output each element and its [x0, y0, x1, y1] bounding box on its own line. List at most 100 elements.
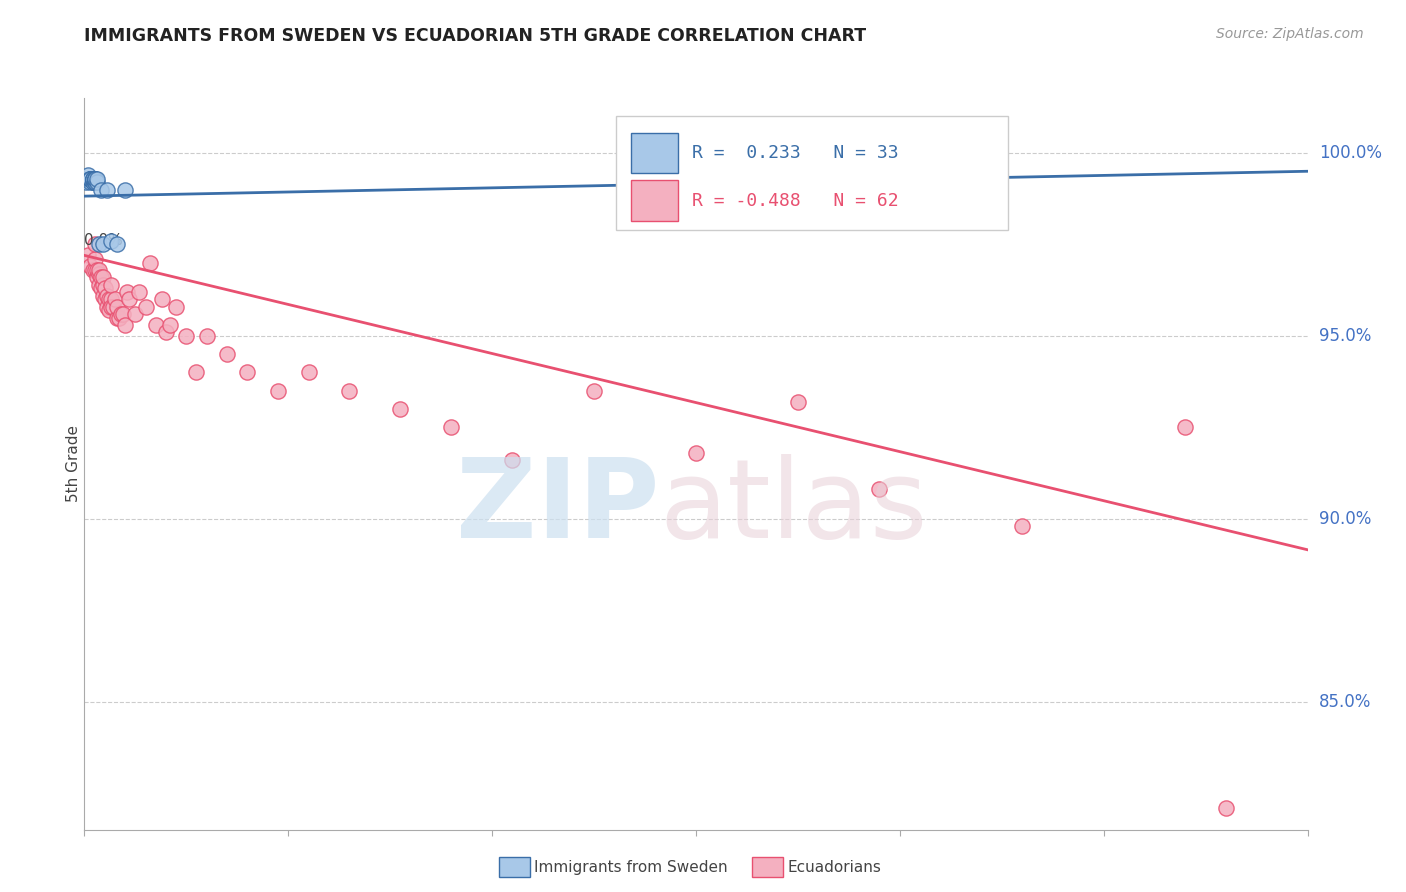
Text: Source: ZipAtlas.com: Source: ZipAtlas.com — [1216, 27, 1364, 41]
Point — [1215, 800, 1237, 814]
Point — [236, 365, 259, 379]
Point — [79, 171, 101, 186]
Point — [105, 237, 128, 252]
Point — [83, 237, 105, 252]
Point — [96, 300, 118, 314]
Point — [91, 237, 114, 252]
Point — [87, 237, 110, 252]
Point — [93, 281, 115, 295]
Point — [105, 300, 128, 314]
Point — [195, 328, 218, 343]
Point — [91, 277, 114, 292]
Point — [82, 171, 104, 186]
Point — [79, 171, 101, 186]
Text: R =  0.233   N = 33: R = 0.233 N = 33 — [692, 144, 898, 162]
Point — [869, 483, 891, 497]
Point — [82, 175, 104, 189]
Text: IMMIGRANTS FROM SWEDEN VS ECUADORIAN 5TH GRADE CORRELATION CHART: IMMIGRANTS FROM SWEDEN VS ECUADORIAN 5TH… — [84, 27, 866, 45]
Point — [150, 292, 173, 306]
Bar — [631, 180, 678, 220]
Point — [86, 171, 108, 186]
Point — [114, 318, 136, 332]
Point — [91, 288, 114, 302]
Point — [135, 300, 157, 314]
Point — [217, 347, 239, 361]
Point — [82, 175, 104, 189]
Text: 100.0%: 100.0% — [1319, 144, 1382, 162]
Point — [186, 365, 208, 379]
Point — [104, 292, 127, 306]
Point — [86, 270, 108, 285]
Point — [83, 252, 105, 266]
Point — [77, 248, 100, 262]
Point — [115, 285, 138, 299]
Text: Immigrants from Sweden: Immigrants from Sweden — [534, 860, 728, 874]
Point — [93, 292, 115, 306]
Text: 90.0%: 90.0% — [1319, 509, 1371, 528]
Point — [124, 307, 146, 321]
Point — [685, 446, 707, 460]
Point — [90, 182, 112, 196]
Point — [82, 171, 104, 186]
Point — [675, 190, 697, 204]
Text: 0.0%: 0.0% — [84, 234, 124, 249]
Text: R = -0.488   N = 62: R = -0.488 N = 62 — [692, 192, 898, 210]
Point — [108, 310, 131, 325]
Point — [100, 234, 122, 248]
Text: Ecuadorians: Ecuadorians — [787, 860, 882, 874]
Point — [79, 260, 101, 274]
Bar — [631, 133, 678, 173]
Point — [83, 171, 105, 186]
Text: atlas: atlas — [659, 454, 928, 561]
Point — [101, 300, 124, 314]
Point — [90, 270, 112, 285]
Point — [138, 255, 160, 269]
Point — [128, 285, 150, 299]
Point — [1174, 420, 1197, 434]
Point — [501, 453, 523, 467]
Text: 95.0%: 95.0% — [1319, 326, 1371, 345]
Point — [83, 171, 105, 186]
Point — [112, 307, 135, 321]
Point — [582, 384, 605, 398]
Point — [110, 307, 132, 321]
Text: ZIP: ZIP — [456, 454, 659, 561]
Point — [1011, 519, 1033, 533]
Point — [267, 384, 290, 398]
Point — [100, 300, 122, 314]
Point — [91, 270, 114, 285]
Point — [86, 175, 108, 189]
Point — [165, 300, 187, 314]
Point — [79, 171, 101, 186]
Point — [90, 281, 112, 295]
Point — [174, 328, 197, 343]
Point — [79, 171, 101, 186]
Point — [155, 325, 177, 339]
Point — [83, 175, 105, 189]
Point — [97, 292, 120, 306]
Point — [145, 318, 167, 332]
Point — [79, 175, 101, 189]
Point — [298, 365, 321, 379]
Point — [87, 263, 110, 277]
Point — [87, 277, 110, 292]
Point — [83, 171, 105, 186]
Point — [96, 182, 118, 196]
Point — [97, 303, 120, 318]
Point — [114, 182, 136, 196]
Point — [82, 171, 104, 186]
Point — [100, 277, 122, 292]
Point — [75, 175, 97, 189]
Y-axis label: 5th Grade: 5th Grade — [66, 425, 82, 502]
Point — [77, 168, 100, 182]
Point — [440, 420, 463, 434]
FancyBboxPatch shape — [616, 117, 1008, 230]
Point — [87, 267, 110, 281]
Point — [86, 263, 108, 277]
Point — [389, 401, 412, 416]
Point — [159, 318, 181, 332]
Point — [766, 182, 789, 196]
Point — [83, 171, 105, 186]
Point — [787, 394, 810, 409]
Point — [96, 288, 118, 302]
